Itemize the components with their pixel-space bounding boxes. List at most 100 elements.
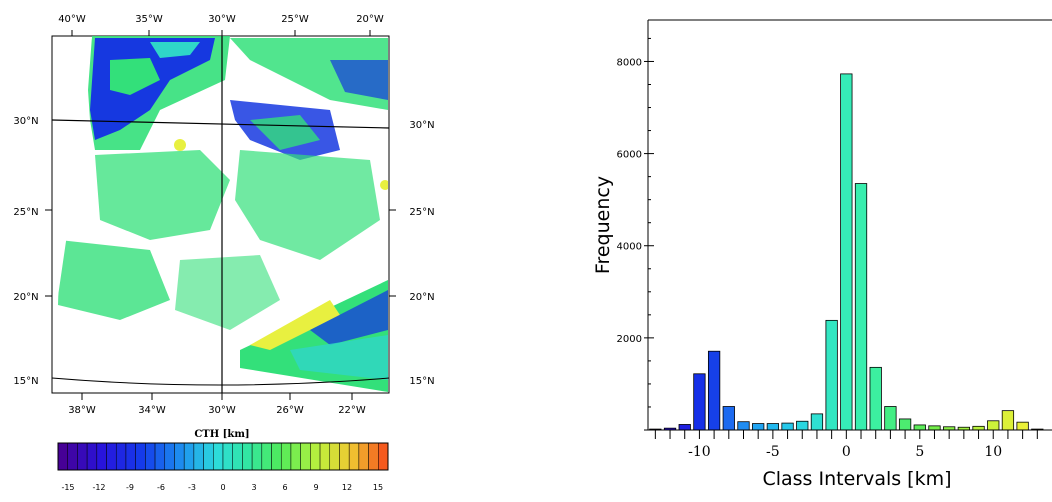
colorbar-swatch	[77, 442, 88, 471]
colorbar-swatch	[378, 442, 389, 471]
y-axis-title: Frequency	[592, 176, 614, 274]
colorbar-swatch	[222, 442, 233, 471]
histogram-bar	[781, 422, 794, 431]
histogram-bar	[737, 421, 750, 431]
histogram-bar	[810, 413, 824, 431]
cloud-field	[58, 36, 388, 392]
y-tick-label: 8000	[617, 57, 642, 68]
top-lon-axis: 40°W 35°W 30°W 25°W 20°W	[58, 14, 384, 36]
colorbar-tick: -6	[157, 483, 165, 492]
bottom-lon-label: 22°W	[338, 405, 366, 416]
histogram-bar	[796, 420, 809, 431]
x-tick-label: -5	[766, 444, 780, 460]
histogram-bar	[840, 73, 853, 431]
bottom-lon-label: 26°W	[276, 405, 304, 416]
colorbar-swatch	[310, 442, 321, 471]
histogram-bar	[928, 425, 941, 431]
right-lat-label: 20°N	[409, 292, 434, 303]
left-lat-label: 25°N	[13, 207, 38, 218]
top-lon-label: 35°W	[135, 14, 163, 25]
histogram-bar	[722, 406, 735, 431]
bottom-lon-label: 38°W	[68, 405, 96, 416]
top-lon-label: 20°W	[356, 14, 384, 25]
left-lat-label: 20°N	[13, 292, 38, 303]
colorbar-tick: 9	[313, 483, 318, 492]
y-minor-ticks	[644, 37, 654, 431]
colorbar-swatch	[193, 442, 204, 471]
colorbar-tick: 12	[342, 483, 352, 492]
colorbar	[57, 442, 389, 471]
histogram-bar	[884, 406, 897, 431]
histogram-panel: 2000 4000 6000 8000 -10 -5 0 5 10 Freque…	[560, 0, 1052, 497]
colorbar-swatch	[213, 442, 224, 471]
colorbar-tick: 0	[220, 483, 225, 492]
top-lon-label: 40°W	[58, 14, 86, 25]
top-lon-label: 30°W	[208, 14, 236, 25]
colorbar-swatch	[368, 442, 379, 471]
colorbar-swatch	[271, 442, 282, 471]
colorbar-swatch	[203, 442, 214, 471]
colorbar-tick: -12	[92, 483, 105, 492]
colorbar-swatch	[183, 442, 195, 471]
x-tick-label: -10	[688, 444, 711, 460]
bottom-lon-label: 30°W	[208, 405, 236, 416]
y-tick-label: 6000	[617, 150, 642, 161]
colorbar-tick: -15	[61, 483, 74, 492]
colorbar-swatch	[125, 442, 136, 471]
colorbar-swatch	[280, 442, 292, 471]
colorbar-swatch	[348, 442, 360, 471]
x-tick-label: 10	[984, 444, 1002, 460]
x-ticks	[654, 430, 1038, 439]
left-lat-axis: 30°N 25°N 20°N 15°N	[13, 116, 52, 387]
x-axis-title: Class Intervals [km]	[762, 468, 951, 490]
colorbar-swatch	[145, 442, 156, 471]
colorbar-tick: 3	[251, 483, 256, 492]
colorbar-swatch	[115, 442, 127, 471]
colorbar-tick: 15	[373, 483, 383, 492]
right-lat-label: 25°N	[409, 207, 434, 218]
colorbar-title: CTH [km]	[194, 429, 249, 440]
top-lon-label: 25°W	[281, 14, 309, 25]
histogram-bar	[913, 424, 926, 431]
colorbar-swatch	[339, 442, 350, 471]
colorbar-swatch	[358, 442, 369, 471]
colorbar-swatch	[261, 442, 272, 471]
lat-15n-line	[51, 377, 390, 386]
right-lat-label: 30°N	[409, 120, 434, 131]
histogram-bar	[898, 418, 912, 431]
histogram-bar	[752, 423, 765, 431]
colorbar-swatch	[290, 442, 301, 471]
histogram-bar	[987, 420, 1000, 431]
x-tick-label: 0	[842, 444, 851, 460]
histogram-bar	[693, 373, 706, 431]
left-lat-label: 15°N	[13, 376, 38, 387]
histogram-bar	[707, 350, 721, 431]
histogram-bar	[869, 366, 882, 431]
colorbar-swatch	[174, 442, 185, 471]
histogram-bar	[854, 183, 868, 431]
bars	[648, 73, 1052, 431]
histogram-bar	[1001, 410, 1015, 431]
y-tick-label: 4000	[617, 242, 642, 253]
left-lat-label: 30°N	[13, 116, 38, 127]
colorbar-swatch	[67, 442, 78, 471]
colorbar-swatch	[164, 442, 175, 471]
histogram-bar	[825, 319, 838, 431]
y-tick-label: 2000	[617, 334, 642, 345]
bottom-lon-axis: 38°W 34°W 30°W 26°W 22°W	[68, 393, 366, 416]
colorbar-swatch	[232, 442, 243, 471]
colorbar-swatch	[135, 442, 146, 471]
colorbar-swatch	[154, 442, 166, 471]
histogram-bar	[678, 424, 691, 431]
colorbar-swatch	[96, 442, 107, 471]
lat-30n-line	[51, 119, 390, 129]
colorbar-swatch	[57, 442, 68, 471]
colorbar-swatch	[242, 442, 253, 471]
bottom-lon-label: 34°W	[138, 405, 166, 416]
colorbar-swatch	[251, 442, 263, 471]
colorbar-frame	[57, 442, 389, 471]
histogram-bar	[1016, 421, 1029, 431]
colorbar-tick: -3	[188, 483, 196, 492]
right-lat-axis: 30°N 25°N 20°N 15°N	[389, 120, 435, 387]
cth-map: 40°W 35°W 30°W 25°W 20°W 38°W 34°W 30°W …	[13, 14, 435, 492]
